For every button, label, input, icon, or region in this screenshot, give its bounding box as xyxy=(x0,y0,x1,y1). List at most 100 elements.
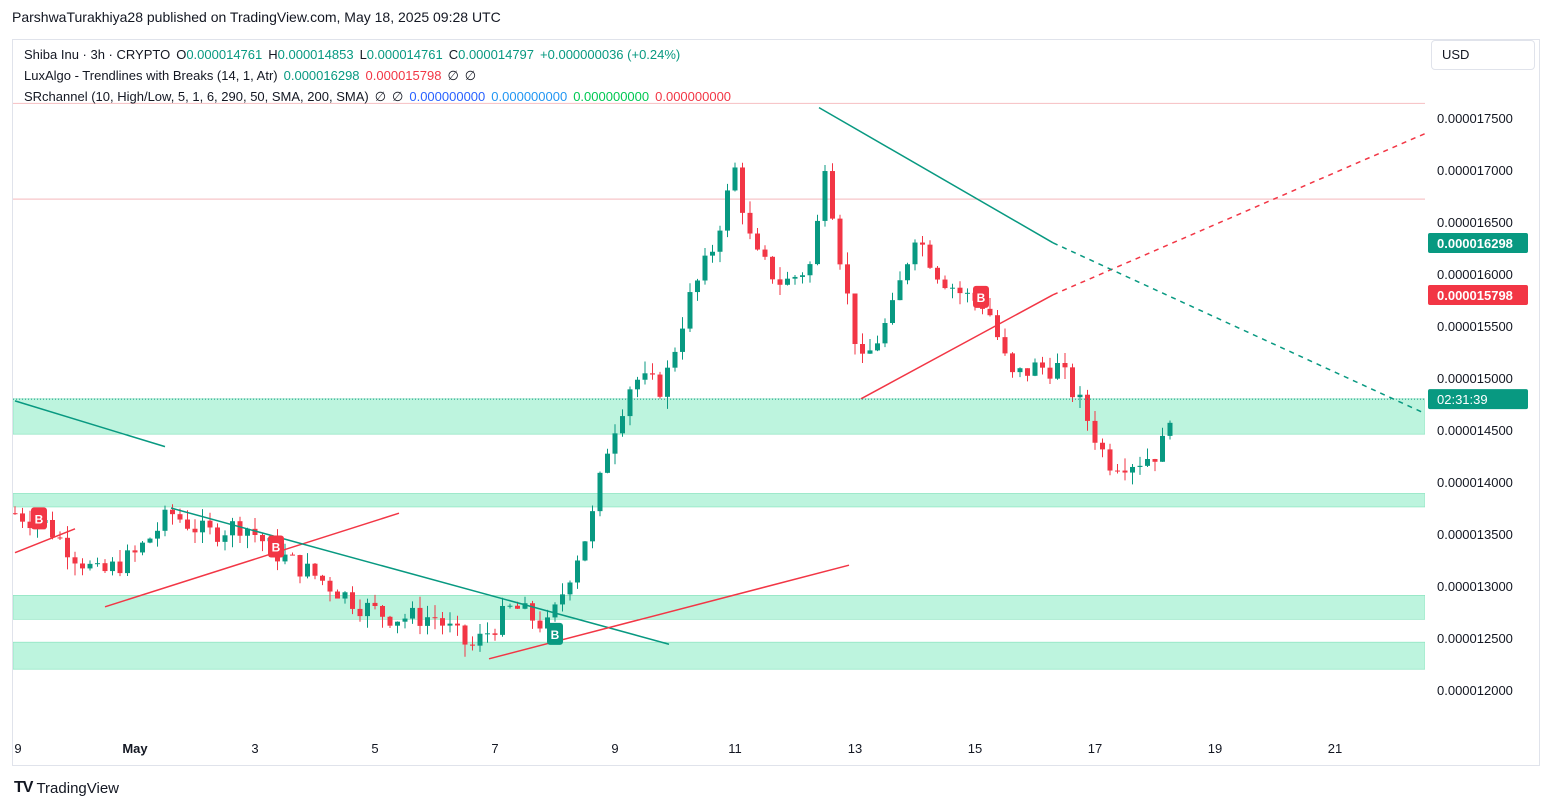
price-tag xyxy=(1428,389,1528,410)
candle-down xyxy=(380,605,385,617)
candle-down xyxy=(845,264,850,294)
trendline xyxy=(818,106,1054,244)
candle-up xyxy=(140,542,145,553)
candle-down xyxy=(215,527,220,542)
candle-up xyxy=(1055,363,1060,379)
price-tag-label: 0.000015798 xyxy=(1437,288,1513,303)
candle-down xyxy=(387,616,393,626)
trendline xyxy=(104,512,400,608)
candle-down xyxy=(1100,442,1105,450)
signal-badge xyxy=(547,622,563,645)
candle-up xyxy=(200,520,205,533)
na-value: ∅ xyxy=(392,89,404,104)
publish-info: ParshwaTurakhiya28 published on TradingV… xyxy=(12,9,501,25)
open-value: 0.000014761 xyxy=(186,47,263,62)
candle-up xyxy=(365,602,370,617)
candle-up xyxy=(590,511,595,542)
candle-down xyxy=(132,550,138,553)
candle-down xyxy=(515,605,520,609)
trendline xyxy=(14,400,166,448)
x-tick-label: May xyxy=(122,741,148,756)
candle-up xyxy=(867,350,873,354)
candle-down xyxy=(1122,470,1128,473)
candle-down xyxy=(327,580,333,592)
candle-down xyxy=(72,557,78,564)
candle-up xyxy=(87,563,93,569)
na-value: ∅ xyxy=(374,89,387,104)
candle-up xyxy=(1145,459,1150,466)
signal-label: B xyxy=(272,540,281,554)
candle-up xyxy=(282,554,288,562)
na-value: ∅ xyxy=(464,68,477,83)
candle-up xyxy=(605,453,610,473)
candle-down xyxy=(942,279,948,289)
candle-up xyxy=(597,472,603,512)
y-tick-label: 0.000012000 xyxy=(1437,683,1513,698)
candle-up xyxy=(1032,362,1038,376)
y-tick-label: 0.000016000 xyxy=(1437,267,1513,282)
indicator-name: LuxAlgo - Trendlines with Breaks (14, 1,… xyxy=(24,68,278,83)
candle-down xyxy=(837,218,843,265)
signal-label: B xyxy=(977,291,986,305)
candle-down xyxy=(50,519,55,538)
candle-down xyxy=(462,625,468,645)
candle-down xyxy=(1152,459,1158,462)
candle-down xyxy=(57,537,63,539)
candle-down xyxy=(1047,367,1053,379)
candle-up xyxy=(905,264,910,281)
sr-zone xyxy=(13,641,1425,670)
candle-down xyxy=(297,555,303,577)
sr-zone xyxy=(13,493,1425,508)
low-value: 0.000014761 xyxy=(366,47,443,62)
price-tag xyxy=(1428,233,1528,254)
na-value: ∅ xyxy=(447,68,459,83)
low-label: L xyxy=(359,47,367,62)
sr-value-1: 0.000000000 xyxy=(409,89,486,104)
candle-down xyxy=(657,374,663,397)
symbol-legend-row[interactable]: Shiba Inu · 3h · CRYPTO O0.000014761 H0.00… xyxy=(24,44,737,65)
candle-down xyxy=(350,592,355,609)
candle-down xyxy=(252,528,258,536)
candle-up xyxy=(627,389,633,417)
candle-up xyxy=(507,605,513,607)
currency-selector[interactable]: USD xyxy=(1431,40,1535,70)
y-tick-label: 0.000014000 xyxy=(1437,475,1513,490)
candle-up xyxy=(110,561,115,572)
x-tick-label: 17 xyxy=(1088,741,1102,756)
candle-down xyxy=(1107,449,1113,471)
candle-up xyxy=(155,530,160,539)
candle-up xyxy=(702,255,708,281)
candle-down xyxy=(185,519,190,529)
y-tick-label: 0.000012500 xyxy=(1437,631,1513,646)
candle-up xyxy=(552,604,558,618)
candle-up xyxy=(575,560,580,583)
trendline xyxy=(14,528,76,554)
candle-up xyxy=(717,230,723,252)
candle-up xyxy=(882,323,888,344)
indicator-legend-luxalgo[interactable]: LuxAlgo - Trendlines with Breaks (14, 1,… xyxy=(24,65,737,86)
candle-up xyxy=(447,623,453,626)
footer: TV TradingView xyxy=(14,779,119,797)
candle-up xyxy=(485,633,490,635)
candle-down xyxy=(1040,362,1045,368)
x-tick-label: 9 xyxy=(611,741,618,756)
signal-badge xyxy=(31,507,47,530)
candle-up xyxy=(1130,466,1135,473)
y-tick-label: 0.000017000 xyxy=(1437,163,1513,178)
candle-down xyxy=(1062,363,1068,368)
candle-down xyxy=(830,171,835,219)
candle-up xyxy=(950,287,955,289)
candle-up xyxy=(582,541,588,561)
candle-down xyxy=(1115,470,1120,472)
candle-up xyxy=(222,535,228,542)
candle-up xyxy=(665,367,670,397)
candle-up xyxy=(1167,422,1173,436)
price-tag-label: 0.000016298 xyxy=(1437,236,1513,251)
signal-badge xyxy=(973,285,989,308)
indicator-legend-srchannel[interactable]: SRchannel (10, High/Low, 5, 1, 6, 290, 5… xyxy=(24,86,737,107)
candle-down xyxy=(192,528,198,533)
signal-label: B xyxy=(551,628,560,642)
candle-down xyxy=(177,514,183,520)
x-tick-label: 11 xyxy=(728,741,742,756)
